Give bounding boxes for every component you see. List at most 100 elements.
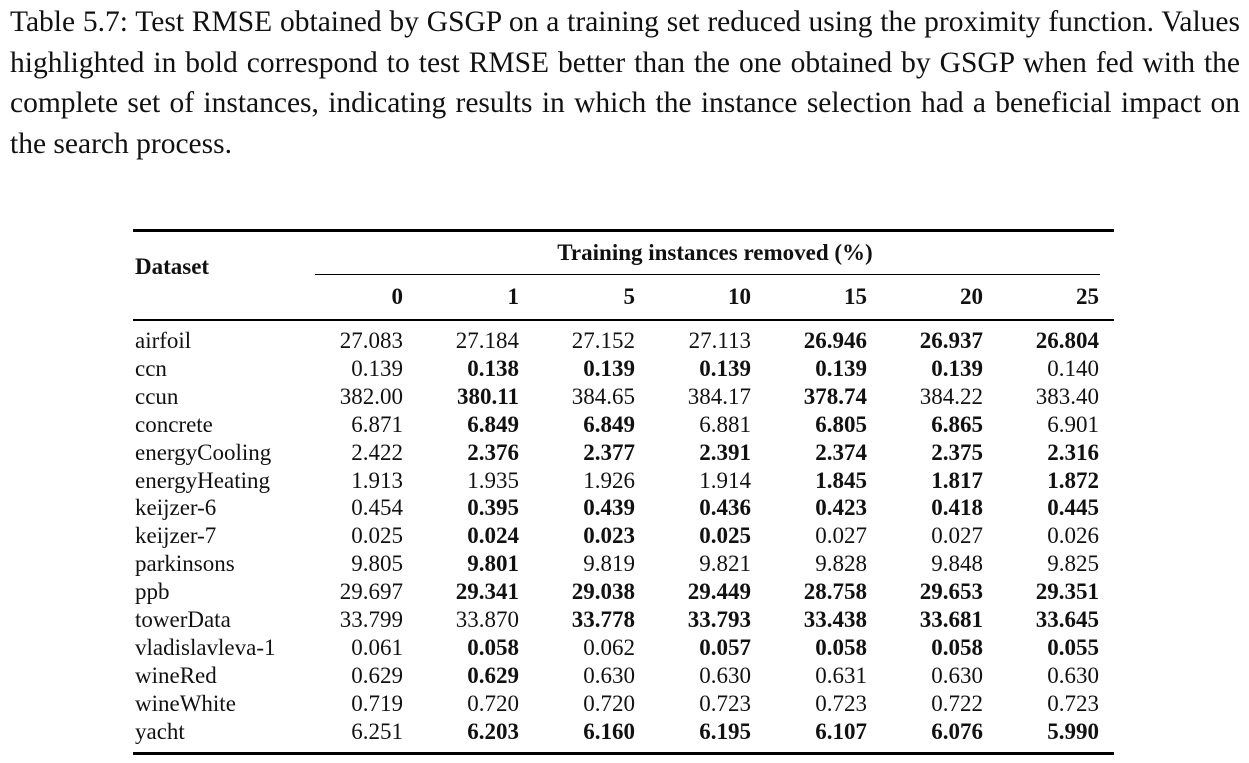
value-cell: 1.935 (467, 467, 519, 493)
value-cell: 384.22 (919, 383, 983, 409)
dataset-name: energyCooling (135, 439, 272, 465)
value-cell: 2.422 (351, 439, 403, 465)
value-cell: 27.184 (455, 328, 519, 353)
value-cell: 2.376 (467, 439, 519, 465)
value-cell: 0.723 (815, 690, 867, 716)
value-cell: 0.139 (699, 355, 751, 381)
dataset-name: ccun (135, 383, 179, 409)
value-cell: 0.027 (815, 523, 867, 549)
value-cell: 0.630 (1047, 662, 1099, 688)
value-cell: 0.140 (1047, 355, 1099, 381)
value-cell: 0.026 (1047, 523, 1099, 549)
value-cell: 9.821 (699, 551, 751, 577)
column-header: 1 (507, 284, 520, 309)
value-cell: 9.825 (1047, 551, 1099, 577)
value-cell: 33.681 (919, 607, 983, 632)
value-cell: 0.629 (351, 662, 403, 688)
value-cell: 33.870 (455, 607, 519, 632)
group-rule (315, 274, 1100, 275)
value-cell: 2.375 (931, 439, 983, 465)
value-cell: 0.139 (931, 355, 983, 381)
dataset-name: airfoil (135, 328, 192, 353)
header-group: Training instances removed (%) (557, 240, 873, 265)
value-cell: 6.203 (467, 718, 519, 744)
value-cell: 1.817 (931, 467, 983, 493)
dataset-name: keijzer-7 (135, 523, 217, 549)
value-cell: 28.758 (803, 579, 867, 605)
value-cell: 0.395 (467, 495, 519, 521)
value-cell: 27.113 (688, 328, 751, 353)
value-cell: 6.871 (351, 411, 403, 437)
value-cell: 33.793 (687, 607, 751, 632)
value-cell: 9.848 (931, 551, 983, 577)
value-cell: 0.631 (815, 662, 867, 688)
value-cell: 27.152 (571, 328, 635, 353)
value-cell: 9.828 (815, 551, 867, 577)
value-cell: 0.629 (467, 662, 519, 688)
dataset-name: wineWhite (135, 690, 236, 716)
dataset-name: ppb (135, 579, 170, 605)
value-cell: 0.139 (351, 355, 403, 381)
value-cell: 0.418 (931, 495, 983, 521)
value-cell: 1.913 (351, 467, 403, 493)
value-cell: 0.025 (351, 523, 403, 549)
value-cell: 6.849 (583, 411, 635, 437)
dataset-name: ccn (135, 355, 167, 381)
column-header: 5 (623, 284, 636, 309)
value-cell: 9.819 (583, 551, 635, 577)
value-cell: 6.160 (583, 718, 635, 744)
value-cell: 0.722 (931, 690, 983, 716)
dataset-name: towerData (135, 607, 231, 632)
column-header: 25 (1076, 284, 1099, 309)
value-cell: 383.40 (1035, 383, 1099, 409)
value-cell: 2.391 (699, 439, 751, 465)
value-cell: 0.139 (815, 355, 867, 381)
value-cell: 9.805 (351, 551, 403, 577)
value-cell: 0.630 (583, 662, 635, 688)
bottom-rule (133, 752, 1114, 755)
value-cell: 26.804 (1035, 328, 1099, 353)
value-cell: 0.057 (699, 634, 751, 660)
column-header: 20 (960, 284, 983, 309)
value-cell: 9.801 (467, 551, 519, 577)
value-cell: 33.645 (1035, 607, 1099, 632)
value-cell: 6.251 (351, 718, 403, 744)
value-cell: 0.023 (583, 523, 635, 549)
value-cell: 0.058 (815, 634, 867, 660)
value-cell: 27.083 (339, 328, 403, 353)
value-cell: 0.719 (351, 690, 403, 716)
column-header: 15 (844, 284, 867, 309)
value-cell: 0.061 (351, 634, 403, 660)
value-cell: 2.316 (1047, 439, 1099, 465)
value-cell: 0.630 (931, 662, 983, 688)
value-cell: 1.926 (583, 467, 635, 493)
dataset-name: parkinsons (135, 551, 235, 577)
value-cell: 33.778 (571, 607, 635, 632)
value-cell: 5.990 (1047, 718, 1099, 744)
dataset-name: wineRed (135, 662, 217, 688)
value-cell: 2.374 (815, 439, 867, 465)
value-cell: 0.055 (1047, 634, 1099, 660)
value-cell: 0.720 (583, 690, 635, 716)
value-cell: 29.697 (339, 579, 403, 605)
value-cell: 0.439 (583, 495, 635, 521)
value-cell: 0.454 (351, 495, 403, 521)
value-cell: 6.107 (815, 718, 867, 744)
value-cell: 33.799 (339, 607, 403, 632)
value-cell: 6.076 (931, 718, 983, 744)
column-header: 10 (728, 284, 751, 309)
value-cell: 0.058 (467, 634, 519, 660)
value-cell: 6.901 (1047, 411, 1099, 437)
value-cell: 0.058 (931, 634, 983, 660)
value-cell: 29.653 (919, 579, 983, 605)
header-dataset: Dataset (135, 254, 210, 279)
value-cell: 6.805 (815, 411, 867, 437)
value-cell: 1.845 (815, 467, 867, 493)
value-cell: 0.025 (699, 523, 751, 549)
value-cell: 6.881 (699, 411, 751, 437)
value-cell: 0.436 (699, 495, 751, 521)
value-cell: 6.195 (699, 718, 751, 744)
value-cell: 29.449 (687, 579, 751, 605)
value-cell: 2.377 (583, 439, 635, 465)
